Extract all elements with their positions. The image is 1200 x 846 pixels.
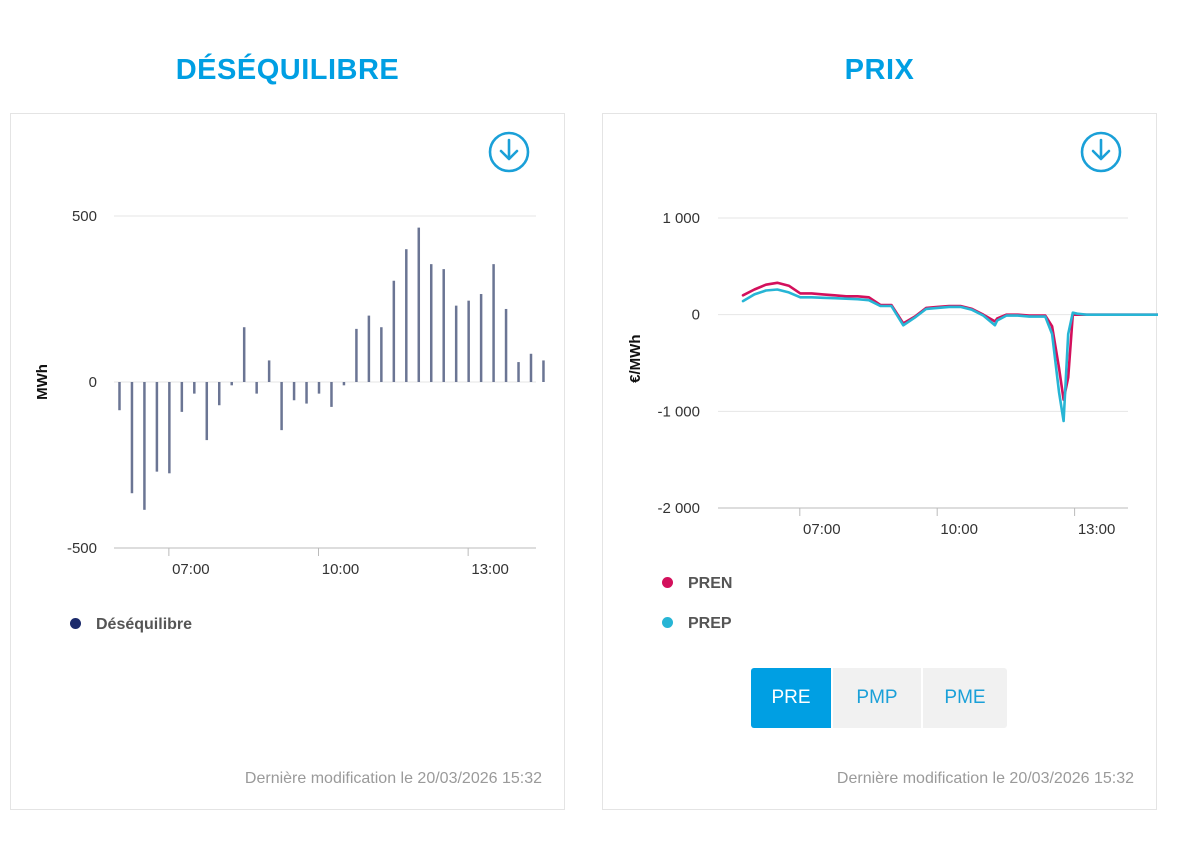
imbalance-title: DÉSÉQUILIBRE [175,54,400,86]
imbalance-bar [143,382,146,510]
imbalance-bar [230,382,233,386]
imbalance-bar [193,382,196,394]
imbalance-bar [492,264,495,382]
x-tick-label: 13:00 [471,561,509,578]
legend-dot [70,618,81,630]
y-tick-label: 1 000 [662,210,700,227]
series-line-pren [741,281,1158,402]
series-line-prep [741,288,1158,423]
imbalance-bar [367,315,371,382]
imbalance-bar [267,360,271,382]
x-tick-label: 10:00 [322,561,360,578]
download-icon [488,131,530,173]
imbalance-bar [417,227,421,382]
y-axis-label: €/MWh [627,335,644,383]
x-tick-label: 10:00 [940,521,978,538]
x-tick-label: 07:00 [803,521,841,538]
y-axis-label: MWh [34,364,51,400]
y-tick-label: 0 [89,374,97,391]
legend-label: PREP [688,615,732,632]
imbalance-bar [342,382,346,386]
legend-dot [662,577,673,589]
imbalance-bar [355,328,358,382]
imbalance-download-button[interactable] [487,130,531,179]
imbalance-bar [392,280,396,382]
imbalance-bar [180,382,184,412]
imbalance-bar [242,327,246,382]
download-icon [1080,131,1122,173]
pre-button[interactable]: PRE [751,668,831,728]
y-tick-label: -2 000 [657,500,700,517]
imbalance-bar [118,382,121,411]
legend-item-desequilibre[interactable]: Déséquilibre [70,616,192,634]
y-tick-label: -500 [67,540,97,557]
imbalance-bar [529,353,533,382]
last-modified-text: Dernière modification le 20/03/2026 15:3… [836,770,1134,787]
y-tick-label: 500 [72,208,97,225]
imbalance-bar [479,294,483,382]
price-chart: 1 000 0 -1 000 -2 000 07:00 10:00 13:00 €/MWh [627,210,1158,538]
imbalance-bar [155,382,159,472]
y-tick-label: -1 000 [657,403,700,420]
imbalance-bar [442,269,445,382]
imbalance-bar [205,382,209,441]
imbalance-bar [168,382,171,474]
imbalance-bar [255,382,258,394]
imbalance-bar [542,360,545,382]
imbalance-bar [429,264,433,382]
legend-item-pren[interactable]: PREN [662,575,732,593]
x-tick-label: 07:00 [172,561,210,578]
imbalance-bar [517,362,520,382]
imbalance-bar [130,382,134,494]
legend-label: PREN [688,575,733,592]
imbalance-bar [454,305,458,382]
legend-label: Déséquilibre [96,616,193,633]
price-card: 1 000 0 -1 000 -2 000 07:00 10:00 13:00 €/MWh P… [602,113,1158,810]
price-title: PRIX [844,54,915,86]
x-tick-label: 13:00 [1078,521,1116,538]
pmp-button[interactable]: PMP [833,668,921,728]
imbalance-bar [467,300,470,382]
imbalance-bar [317,382,321,394]
legend-dot [662,617,673,629]
imbalance-bar [292,382,296,401]
imbalance-bar [280,382,283,431]
y-tick-label: 0 [692,307,700,324]
imbalance-bar [217,382,221,406]
imbalance-bar [305,382,308,404]
price-download-button[interactable] [1079,130,1123,179]
imbalance-bar [330,382,333,407]
pme-button[interactable]: PME [923,668,1007,728]
last-modified-text: Dernière modification le 20/03/2026 15:3… [244,770,542,787]
legend-item-prep[interactable]: PREP [662,615,732,633]
imbalance-chart: 500 0 -500 07:00 10:00 13:00 MWh [34,208,545,578]
imbalance-bar [504,308,508,382]
imbalance-bar [380,327,383,382]
imbalance-card: 500 0 -500 07:00 10:00 13:00 MWh Déséquilibre … [10,113,565,810]
imbalance-bar [405,249,408,382]
